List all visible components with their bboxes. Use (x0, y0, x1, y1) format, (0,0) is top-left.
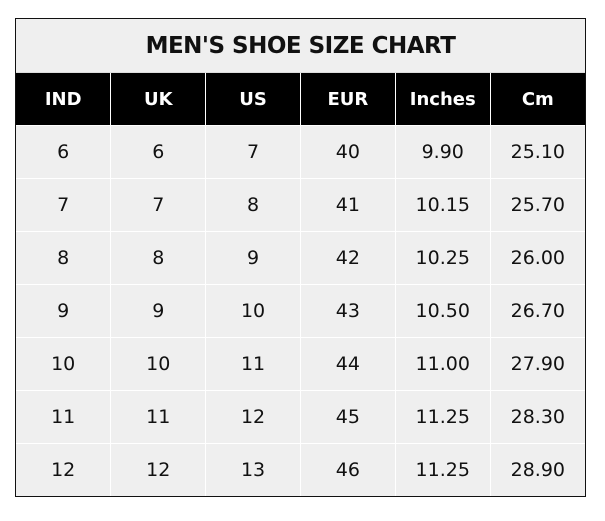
cell-uk: 11 (110, 390, 206, 444)
cell-ind: 12 (16, 443, 111, 496)
table-row: 8 8 9 42 10.25 26.00 (16, 231, 585, 285)
cell-inches: 9.90 (394, 125, 491, 179)
cell-eur: 40 (299, 125, 396, 179)
cell-eur: 43 (299, 284, 396, 338)
table-row: 12 12 13 46 11.25 28.90 (16, 443, 585, 496)
header-row: IND UK US EUR Inches Cm (16, 73, 585, 126)
cell-ind: 6 (16, 125, 111, 179)
cell-cm: 27.90 (489, 337, 585, 391)
column-header-uk: UK (110, 73, 206, 126)
column-header-cm: Cm (489, 73, 585, 126)
column-header-ind: IND (16, 73, 111, 126)
cell-uk: 12 (110, 443, 206, 496)
column-header-eur: EUR (299, 73, 396, 126)
cell-inches: 11.00 (394, 337, 491, 391)
cell-eur: 45 (299, 390, 396, 444)
table-row: 6 6 7 40 9.90 25.10 (16, 125, 585, 179)
cell-uk: 7 (110, 178, 206, 232)
cell-ind: 11 (16, 390, 111, 444)
column-header-us: US (205, 73, 301, 126)
cell-eur: 46 (299, 443, 396, 496)
size-table: IND UK US EUR Inches Cm 6 6 7 40 9.90 25.10 7 7 8 41 10… (16, 73, 585, 496)
table-row: 11 11 12 45 11.25 28.30 (16, 390, 585, 444)
cell-cm: 28.90 (489, 443, 585, 496)
cell-ind: 8 (16, 231, 111, 285)
table-row: 7 7 8 41 10.15 25.70 (16, 178, 585, 232)
cell-ind: 10 (16, 337, 111, 391)
cell-inches: 10.25 (394, 231, 491, 285)
cell-us: 11 (205, 337, 301, 391)
cell-us: 10 (205, 284, 301, 338)
cell-cm: 26.00 (489, 231, 585, 285)
cell-eur: 42 (299, 231, 396, 285)
cell-uk: 9 (110, 284, 206, 338)
cell-inches: 10.15 (394, 178, 491, 232)
cell-cm: 28.30 (489, 390, 585, 444)
cell-us: 12 (205, 390, 301, 444)
cell-cm: 25.10 (489, 125, 585, 179)
cell-uk: 6 (110, 125, 206, 179)
cell-cm: 26.70 (489, 284, 585, 338)
size-chart: MEN'S SHOE SIZE CHART IND UK US EUR Inches Cm… (15, 18, 586, 497)
cell-us: 13 (205, 443, 301, 496)
cell-inches: 11.25 (394, 443, 491, 496)
chart-title: MEN'S SHOE SIZE CHART (16, 19, 585, 73)
cell-eur: 44 (299, 337, 396, 391)
cell-us: 8 (205, 178, 301, 232)
cell-ind: 9 (16, 284, 111, 338)
cell-us: 7 (205, 125, 301, 179)
cell-uk: 10 (110, 337, 206, 391)
column-header-inches: Inches (394, 73, 491, 126)
cell-inches: 11.25 (394, 390, 491, 444)
cell-ind: 7 (16, 178, 111, 232)
cell-us: 9 (205, 231, 301, 285)
cell-cm: 25.70 (489, 178, 585, 232)
table-row: 10 10 11 44 11.00 27.90 (16, 337, 585, 391)
cell-eur: 41 (299, 178, 396, 232)
table-row: 9 9 10 43 10.50 26.70 (16, 284, 585, 338)
cell-uk: 8 (110, 231, 206, 285)
cell-inches: 10.50 (394, 284, 491, 338)
